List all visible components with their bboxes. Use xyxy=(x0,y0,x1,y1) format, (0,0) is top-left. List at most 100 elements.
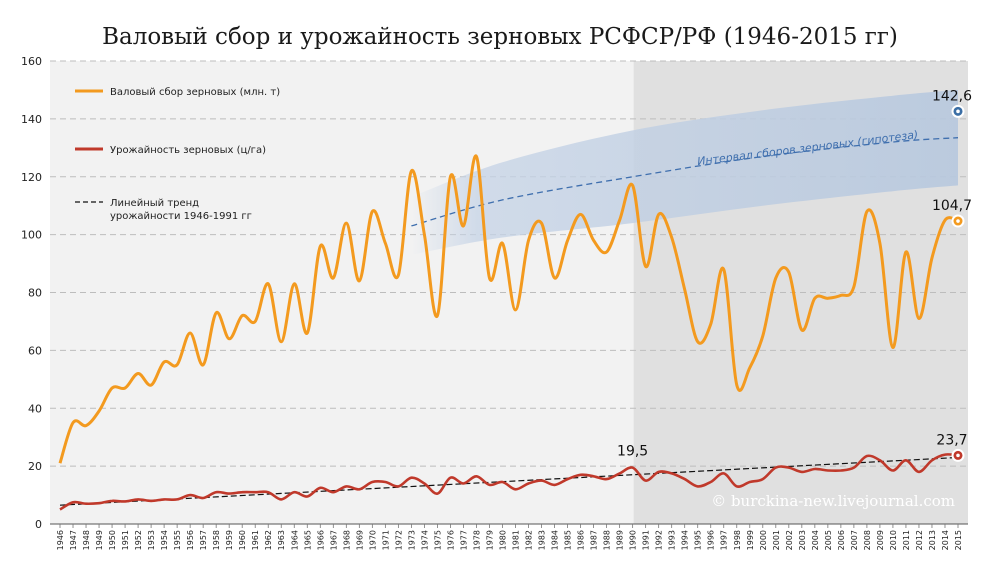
x-tick-label: 1983 xyxy=(538,530,547,550)
x-tick-label: 1960 xyxy=(238,530,247,550)
x-tick-label: 2015 xyxy=(954,530,963,550)
x-tick-label: 1992 xyxy=(655,530,664,550)
x-tick-label: 1988 xyxy=(603,530,612,550)
y-tick-label: 20 xyxy=(28,460,42,473)
x-tick-label: 1953 xyxy=(147,530,156,550)
annotation-label: 142,6 xyxy=(932,88,972,104)
x-tick-label: 1998 xyxy=(733,530,742,550)
x-tick-label: 1995 xyxy=(694,530,703,550)
x-tick-label: 1989 xyxy=(616,530,625,550)
annotations: 142,6 104,7 23,7 19,5 xyxy=(617,88,972,462)
chart-title: Валовый сбор и урожайность зерновых РСФС… xyxy=(102,24,898,50)
annotation-marker-dot xyxy=(956,453,960,458)
y-tick-label: 60 xyxy=(28,344,42,357)
y-tick-label: 120 xyxy=(21,171,42,184)
x-tick-label: 1977 xyxy=(459,530,468,550)
annotation-label: 104,7 xyxy=(932,198,972,214)
x-tick-label: 1996 xyxy=(707,530,716,550)
x-tick-label: 1999 xyxy=(746,530,755,550)
x-tick-label: 2014 xyxy=(941,530,950,550)
x-tick-label: 2006 xyxy=(837,530,846,550)
x-tick-label: 1993 xyxy=(668,530,677,550)
x-tick-label: 1981 xyxy=(512,530,521,550)
x-tick-label: 1980 xyxy=(498,530,507,550)
x-tick-label: 1972 xyxy=(394,530,403,550)
series-line-harvest xyxy=(58,154,959,464)
annotation-marker-dot xyxy=(956,109,960,114)
x-tick-label: 2009 xyxy=(876,530,885,550)
x-tick-label: 1959 xyxy=(225,530,234,550)
x-tick-label: 1971 xyxy=(381,530,390,550)
x-tick-label: 1949 xyxy=(95,530,104,550)
annotation-label: 19,5 xyxy=(617,444,648,460)
y-tick-label: 100 xyxy=(21,229,42,242)
x-tick-label: 2003 xyxy=(798,530,807,550)
x-tick-label: 1955 xyxy=(173,530,182,550)
x-tick-label: 1978 xyxy=(472,530,481,550)
x-tick-label: 1954 xyxy=(160,530,169,550)
x-tick-label: 2005 xyxy=(824,530,833,550)
legend-label-harvest: Валовый сбор зерновых (млн. т) xyxy=(110,87,280,98)
x-tick-label: 1979 xyxy=(485,530,494,550)
x-tick-label: 1970 xyxy=(368,530,377,550)
x-tick-label: 2012 xyxy=(915,530,924,550)
x-tick-label: 1962 xyxy=(264,530,273,550)
x-tick-label: 2004 xyxy=(811,530,820,550)
x-tick-label: 2013 xyxy=(928,530,937,550)
x-tick-label: 1997 xyxy=(720,530,729,550)
x-tick-label: 1951 xyxy=(121,530,130,550)
x-tick-label: 1958 xyxy=(212,530,221,550)
x-tick-label: 1985 xyxy=(564,530,573,550)
x-tick-label: 1991 xyxy=(642,530,651,550)
x-tick-label: 1973 xyxy=(407,530,416,550)
x-tick-label: 2001 xyxy=(772,530,781,550)
x-tick-label: 1966 xyxy=(316,530,325,550)
x-tick-label: 2002 xyxy=(785,530,794,550)
x-tick-label: 1987 xyxy=(590,530,599,550)
y-tick-label: 160 xyxy=(21,55,42,68)
x-tick-label: 1974 xyxy=(420,530,429,550)
y-tick-label: 80 xyxy=(28,287,42,300)
x-tick-label: 1982 xyxy=(525,530,534,550)
x-tick-label: 2008 xyxy=(863,530,872,550)
y-tick-label: 0 xyxy=(35,518,42,531)
x-tick-label: 1984 xyxy=(551,530,560,550)
hypothesis-center-line xyxy=(411,137,959,227)
watermark: © burckina-new.livejournal.com xyxy=(711,492,955,510)
x-tick-label: 1956 xyxy=(186,530,195,550)
x-tick-label: 1961 xyxy=(251,530,260,550)
x-tick-label: 1976 xyxy=(446,530,455,550)
x-tick-label: 1946 xyxy=(56,530,65,550)
x-tick-label: 1990 xyxy=(629,530,638,550)
legend-label-trend-line2: урожайности 1946-1991 гг xyxy=(110,211,252,222)
x-tick-label: 1975 xyxy=(433,530,442,550)
x-tick-label: 1968 xyxy=(342,530,351,550)
x-tick-label: 1994 xyxy=(681,530,690,550)
hypothesis-band xyxy=(411,89,958,255)
legend-label-yield: Урожайность зерновых (ц/га) xyxy=(110,145,266,156)
hypothesis-band-group: Интервал сборов зерновых (гипотеза) xyxy=(411,89,959,255)
axes: 1946 1947 1948 1949 1950 1951 1952 1953 1954 1955… xyxy=(50,523,968,550)
legend-label-trend-line1: Линейный тренд xyxy=(110,198,199,209)
x-tick-label: 1965 xyxy=(303,530,312,550)
x-tick-label: 2000 xyxy=(759,530,768,550)
x-tick-label: 1948 xyxy=(82,530,91,550)
x-tick-label: 1952 xyxy=(134,530,143,550)
y-tick-label: 140 xyxy=(21,113,42,126)
series-line-yield xyxy=(59,453,959,511)
x-tick-label: 2011 xyxy=(902,530,911,550)
annotation-marker-dot xyxy=(956,219,960,223)
x-tick-label: 2010 xyxy=(889,530,898,550)
x-tick-label: 1947 xyxy=(69,530,78,550)
x-tick-label: 1986 xyxy=(577,530,586,550)
legend: Валовый сбор зерновых (млн. т) Урожайнос… xyxy=(75,87,280,222)
annotation-label: 23,7 xyxy=(936,432,967,448)
x-tick-label: 2007 xyxy=(850,530,859,550)
x-tick-label: 1969 xyxy=(355,530,364,550)
x-tick-label: 1950 xyxy=(108,530,117,550)
grid: 0 20 40 60 80 100 120 140 160 xyxy=(21,55,968,531)
x-tick-label: 1964 xyxy=(290,530,299,550)
x-tick-label: 1957 xyxy=(199,530,208,550)
